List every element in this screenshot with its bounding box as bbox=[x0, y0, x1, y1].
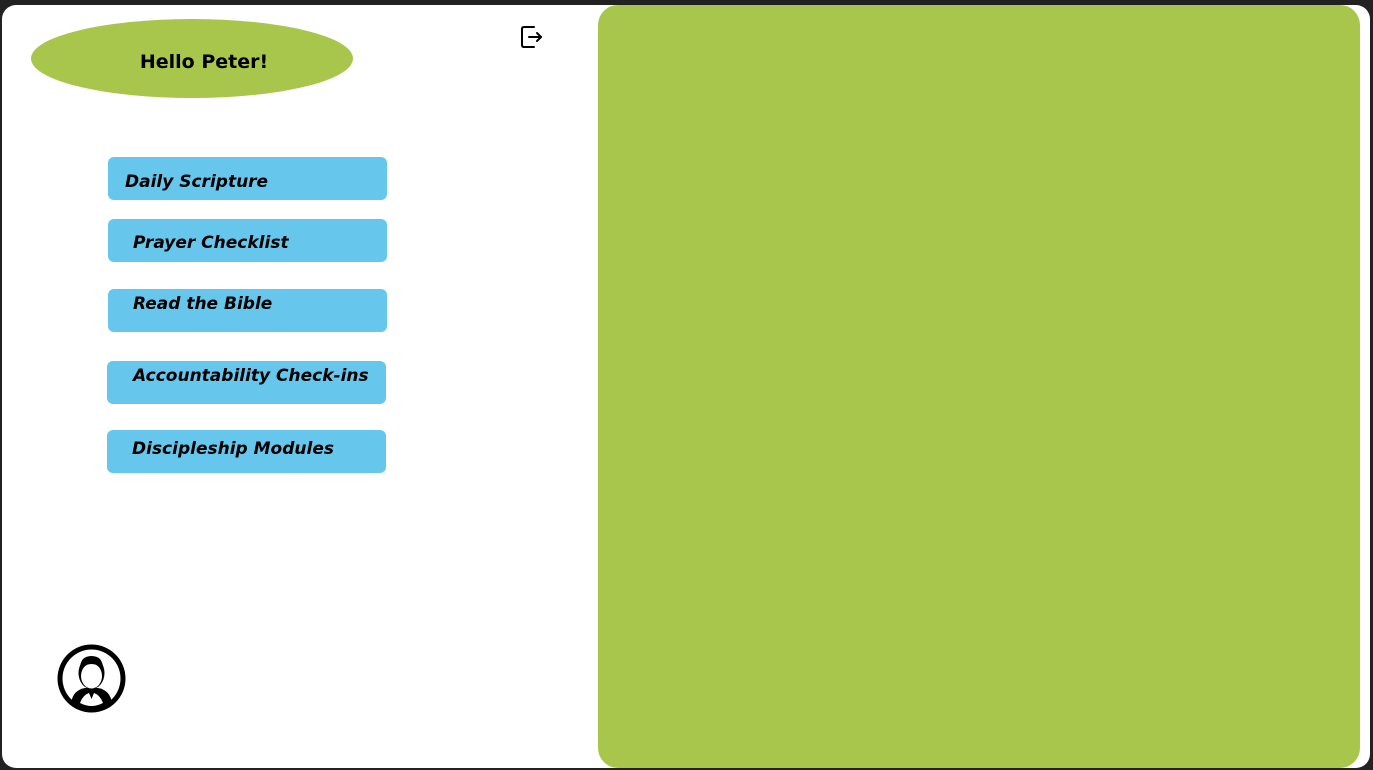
content-panel bbox=[598, 5, 1360, 768]
accountability-check-ins-label: Accountability Check-ins bbox=[133, 366, 369, 386]
read-the-bible-label: Read the Bible bbox=[133, 294, 273, 314]
prayer-checklist-label: Prayer Checklist bbox=[133, 233, 289, 253]
daily-scripture-label: Daily Scripture bbox=[125, 172, 269, 192]
logout-icon[interactable] bbox=[520, 23, 544, 51]
user-avatar-icon[interactable] bbox=[56, 643, 127, 714]
app-window: Hello Peter! Daily Scripture Prayer Chec… bbox=[2, 5, 1370, 768]
greeting-text: Hello Peter! bbox=[139, 50, 269, 73]
prayer-checklist-button[interactable]: Prayer Checklist bbox=[108, 219, 387, 262]
daily-scripture-button[interactable]: Daily Scripture bbox=[108, 157, 387, 200]
discipleship-modules-label: Discipleship Modules bbox=[132, 439, 334, 459]
accountability-check-ins-button[interactable]: Accountability Check-ins bbox=[107, 361, 386, 404]
greeting-badge: Hello Peter! bbox=[31, 19, 353, 98]
read-the-bible-button[interactable]: Read the Bible bbox=[108, 289, 387, 332]
discipleship-modules-button[interactable]: Discipleship Modules bbox=[107, 430, 386, 473]
